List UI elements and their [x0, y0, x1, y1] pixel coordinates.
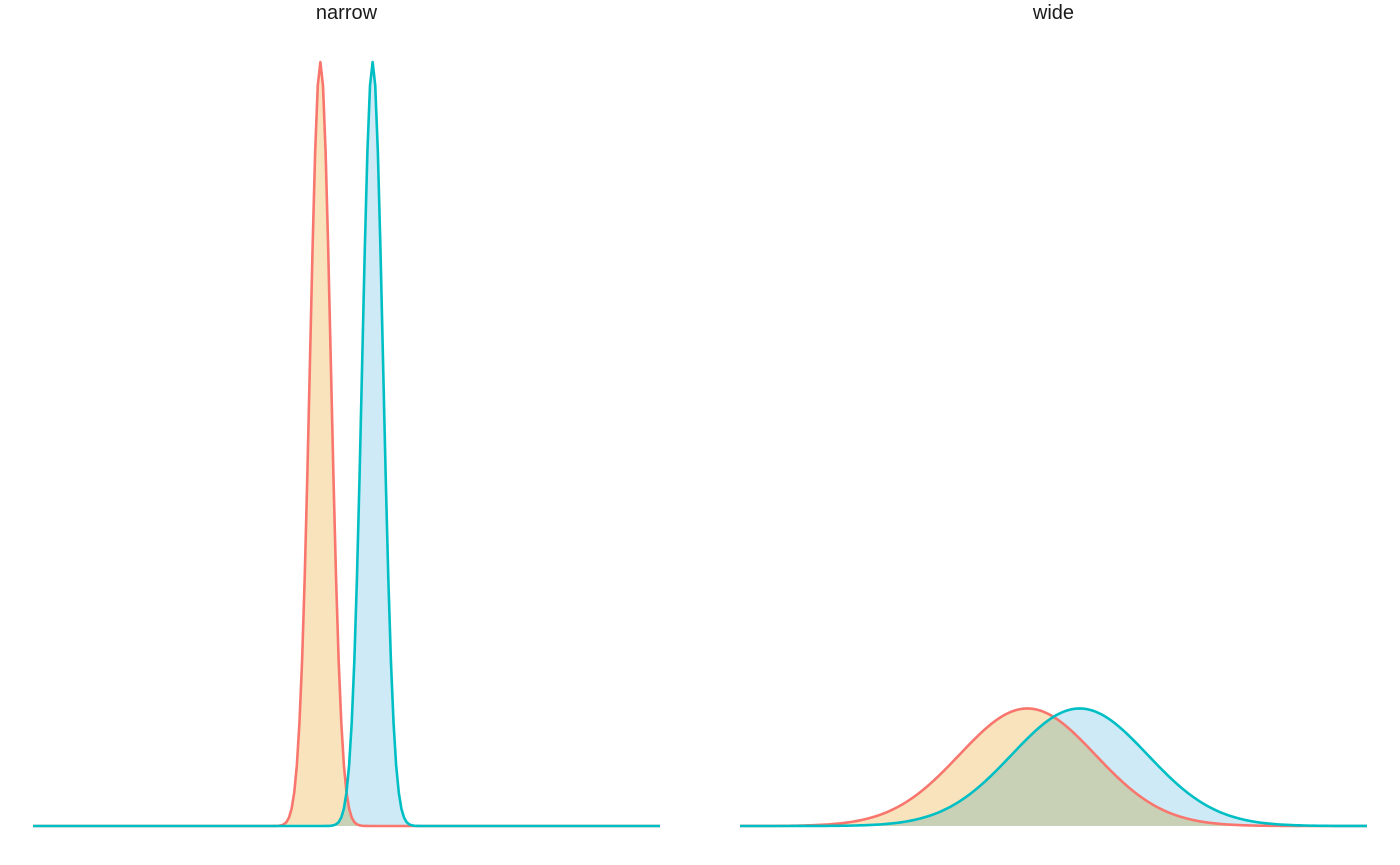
density-area-wide-series-2: [740, 708, 1367, 826]
density-area-narrow-series-2: [33, 62, 660, 826]
panel-narrow: [33, 60, 660, 828]
density-line-narrow-series-2: [33, 60, 660, 828]
density-line-wide-series-2: [740, 707, 1367, 828]
panel-wide: [740, 707, 1367, 828]
facet-title-narrow: narrow: [315, 2, 378, 24]
density-line-narrow-series-1: [33, 60, 660, 828]
facet-title-wide: wide: [1032, 2, 1075, 24]
density-area-narrow-series-1: [33, 62, 660, 826]
